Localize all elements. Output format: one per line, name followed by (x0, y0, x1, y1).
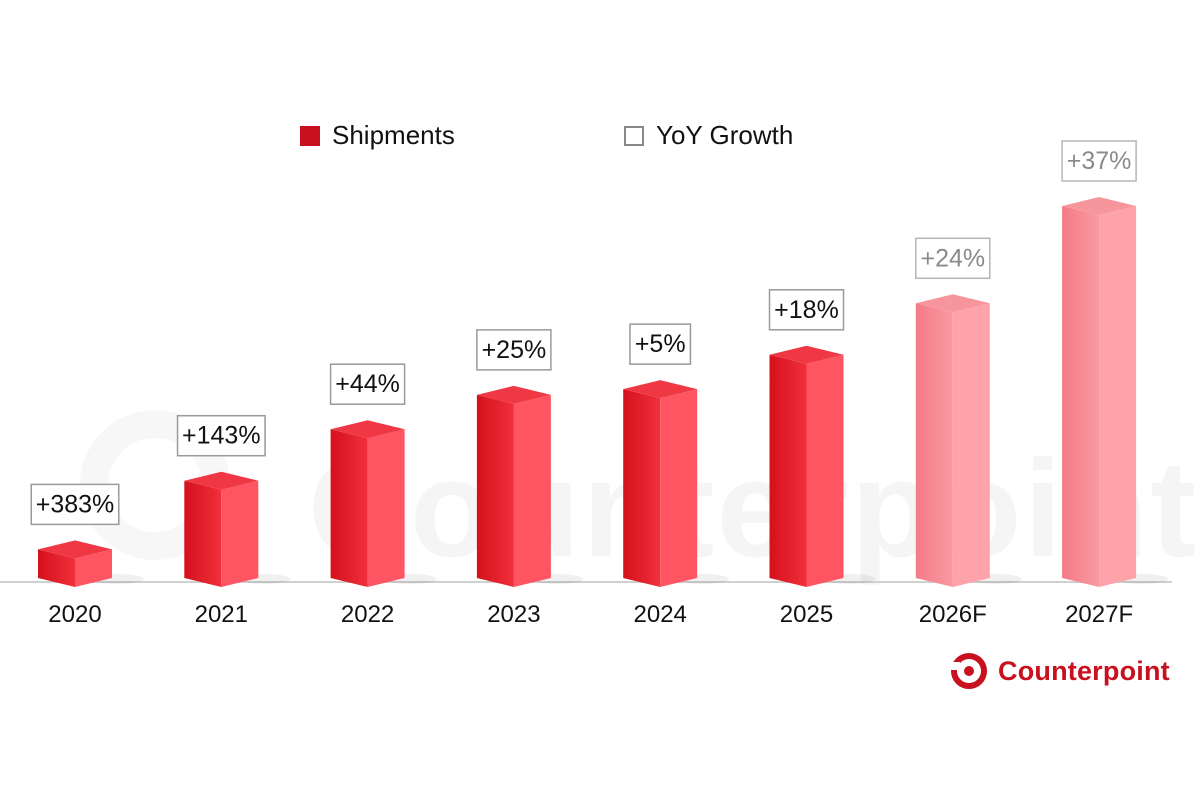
bar-top-face (915, 294, 990, 313)
data-label-2024: +5% (629, 323, 692, 365)
bar-2023 (476, 385, 583, 587)
bar-2024 (623, 380, 730, 587)
data-label-text: +383% (36, 490, 115, 518)
legend-label-yoy-growth: YoY Growth (656, 120, 794, 150)
data-label-box (329, 363, 406, 405)
data-label-2025: +18% (768, 289, 845, 331)
bar-front-face (915, 303, 953, 587)
bar-top-face (38, 540, 112, 559)
x-tick-label-2022: 2022 (341, 601, 394, 628)
bar-front-face (184, 480, 222, 587)
x-tick-label-2023: 2023 (487, 601, 540, 628)
legend-swatch-shipments (300, 125, 320, 146)
x-tick-label-2021: 2021 (195, 601, 248, 628)
bar-front-face (769, 354, 807, 587)
bar-side-face (221, 480, 259, 587)
data-label-text: +18% (774, 296, 839, 324)
data-label-box (915, 237, 991, 280)
logo-text: Counterpoint (998, 655, 1170, 686)
counterpoint-logo: Counterpoint (950, 652, 1170, 690)
bar-side-face (660, 389, 698, 587)
bar-top-face (184, 471, 259, 490)
data-label-text: +143% (182, 422, 261, 450)
data-label-box (30, 483, 120, 526)
data-label-text: +25% (482, 336, 547, 364)
bar-front-face (476, 394, 514, 587)
counterpoint-logo-icon (950, 653, 987, 689)
bar-side-face (367, 429, 405, 587)
bar-front-face (38, 549, 75, 587)
bar-top-face (1062, 197, 1137, 215)
legend-label-shipments: Shipments (332, 120, 455, 150)
bar-2027f (1062, 197, 1169, 587)
bars-group (38, 197, 1169, 587)
data-label-text: +37% (1067, 147, 1132, 175)
data-label-2021: +143% (176, 414, 266, 457)
data-label-box (1061, 140, 1137, 182)
data-label-2026f: +24% (915, 237, 991, 280)
x-tick-label-2025: 2025 (780, 601, 833, 628)
bar-side-face (513, 394, 551, 587)
legend-swatch-yoy-growth (624, 125, 644, 146)
bar-top-face (623, 380, 698, 399)
data-label-box (629, 323, 692, 365)
bar-side-face (806, 354, 844, 587)
bar-2026f (915, 294, 1022, 587)
data-label-box (768, 289, 845, 331)
data-label-text: +5% (635, 330, 686, 358)
x-tick-label-2027f: 2027F (1065, 601, 1133, 628)
data-labels-group: +383% +143% +44% +25% +5% +18% +24% +37% (30, 140, 1137, 526)
bar-2022 (330, 420, 437, 587)
bar-front-face (623, 389, 661, 587)
bar-top-face (330, 420, 405, 439)
x-tick-label-2026f: 2026F (919, 601, 987, 628)
data-label-box (476, 329, 552, 371)
bar-side-face (952, 303, 990, 587)
bar-top-face (476, 385, 551, 404)
x-tick-label-2024: 2024 (634, 601, 687, 628)
data-label-2022: +44% (329, 363, 406, 405)
data-label-2020: +383% (30, 483, 120, 526)
bar-front-face (1062, 206, 1100, 587)
bar-2020 (38, 540, 144, 587)
bar-side-face (1099, 206, 1137, 587)
data-label-2023: +25% (476, 329, 552, 371)
data-label-2027f: +37% (1061, 140, 1137, 182)
legend-item-shipments: Shipments (300, 120, 455, 151)
bar-top-face (769, 345, 844, 364)
bar-front-face (330, 429, 368, 587)
x-tick-labels-group: 2020 2021 2022 2023 2024 2025 2026F 2027F (48, 601, 1133, 628)
data-label-text: +24% (920, 244, 985, 272)
x-tick-label-2020: 2020 (48, 601, 101, 628)
data-label-text: +44% (335, 370, 400, 398)
data-label-box (176, 414, 266, 457)
bar-2021 (184, 471, 291, 587)
bar-side-face (75, 549, 112, 587)
bar-2025 (769, 345, 876, 587)
legend-item-yoy-growth: YoY Growth (624, 120, 793, 151)
